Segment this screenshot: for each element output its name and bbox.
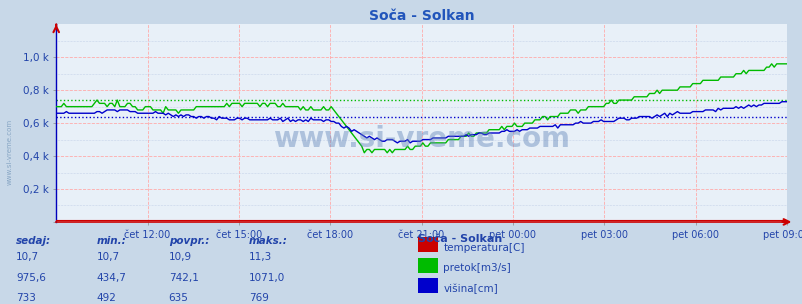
Text: Soča - Solkan: Soča - Solkan xyxy=(417,234,501,244)
Title: Soča - Solkan: Soča - Solkan xyxy=(368,9,474,23)
Text: pretok[m3/s]: pretok[m3/s] xyxy=(443,263,510,273)
Text: 492: 492 xyxy=(96,293,116,303)
Text: min.:: min.: xyxy=(96,236,126,246)
Text: 769: 769 xyxy=(249,293,269,303)
Text: 10,7: 10,7 xyxy=(96,252,119,262)
FancyBboxPatch shape xyxy=(417,237,437,252)
Text: www.si-vreme.com: www.si-vreme.com xyxy=(6,119,13,185)
Text: sedaj:: sedaj: xyxy=(16,236,51,246)
Text: 975,6: 975,6 xyxy=(16,273,46,283)
Text: višina[cm]: višina[cm] xyxy=(443,284,497,294)
Text: 1071,0: 1071,0 xyxy=(249,273,285,283)
Text: povpr.:: povpr.: xyxy=(168,236,209,246)
Text: www.si-vreme.com: www.si-vreme.com xyxy=(273,125,569,153)
Text: 10,9: 10,9 xyxy=(168,252,192,262)
Text: maks.:: maks.: xyxy=(249,236,287,246)
Text: 434,7: 434,7 xyxy=(96,273,126,283)
Text: 10,7: 10,7 xyxy=(16,252,39,262)
FancyBboxPatch shape xyxy=(417,278,437,293)
Text: 635: 635 xyxy=(168,293,188,303)
Text: temperatura[C]: temperatura[C] xyxy=(443,243,524,253)
FancyBboxPatch shape xyxy=(417,258,437,273)
Text: 742,1: 742,1 xyxy=(168,273,198,283)
Text: 733: 733 xyxy=(16,293,36,303)
Text: 11,3: 11,3 xyxy=(249,252,272,262)
